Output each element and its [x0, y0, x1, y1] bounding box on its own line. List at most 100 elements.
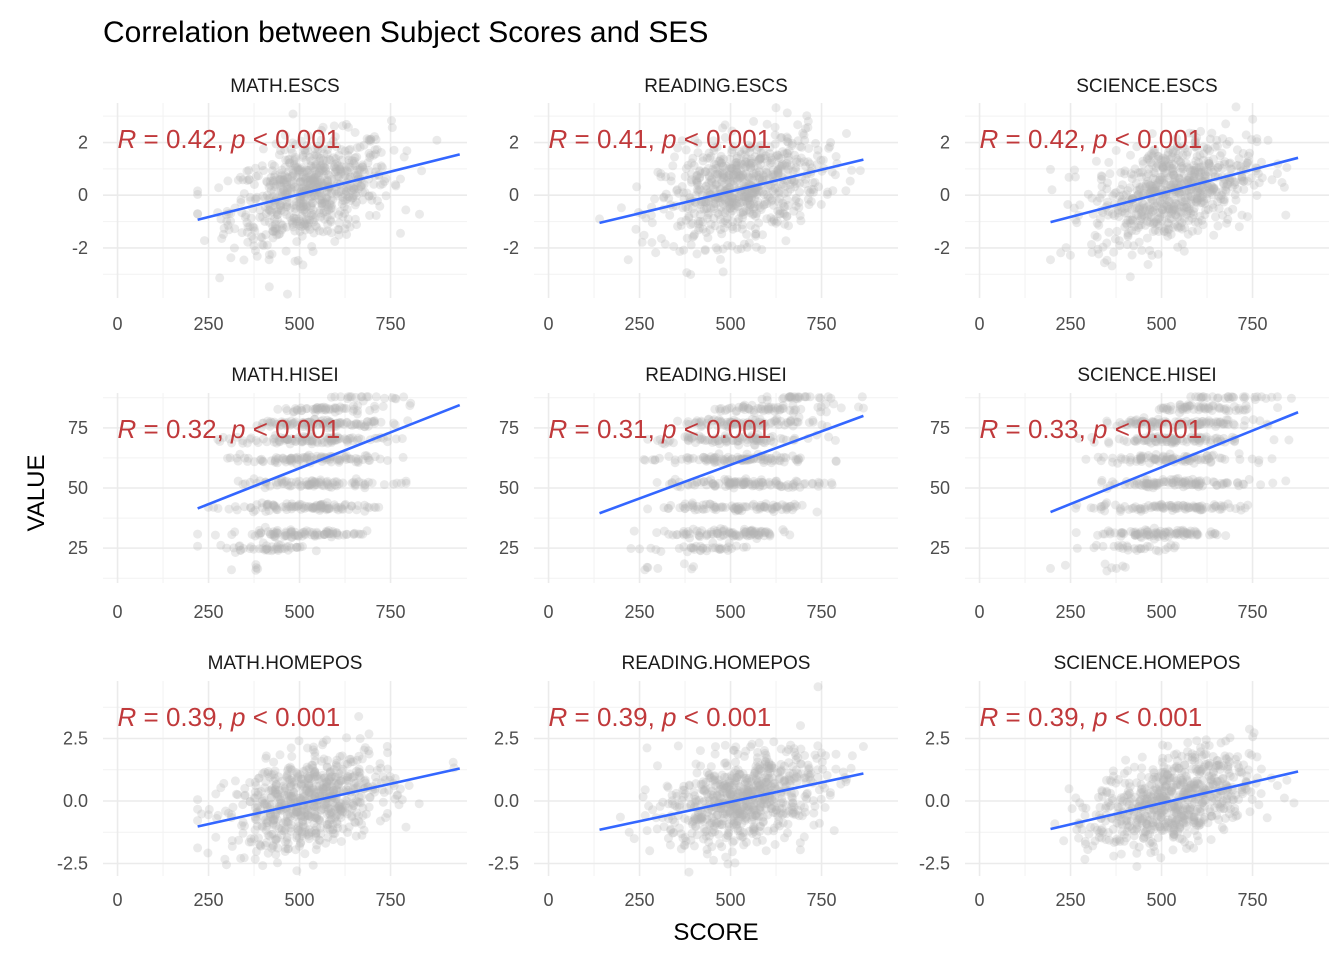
data-point [760, 197, 770, 207]
data-point [280, 171, 290, 181]
data-point [272, 230, 282, 240]
data-point [360, 506, 370, 516]
data-point [1137, 167, 1147, 177]
data-point [376, 161, 386, 171]
data-point [193, 186, 203, 196]
data-point [242, 227, 252, 237]
data-point [233, 175, 243, 185]
data-point [1208, 401, 1218, 411]
data-point [282, 182, 292, 192]
facet-strip-label: READING.ESCS [644, 76, 788, 97]
data-point [1252, 191, 1262, 200]
data-point [270, 172, 279, 182]
data-point [282, 188, 292, 198]
correlation-r-value: = 0.42, [136, 124, 231, 154]
data-point [328, 136, 338, 146]
data-point [301, 165, 311, 175]
data-point [762, 156, 772, 166]
data-point [700, 167, 710, 177]
data-point [1166, 171, 1176, 181]
data-point [283, 155, 293, 165]
data-point [275, 169, 285, 179]
data-point [675, 246, 685, 256]
data-point [338, 212, 348, 222]
data-point [754, 142, 764, 152]
data-point [325, 155, 335, 165]
data-point [200, 236, 209, 246]
data-point [253, 171, 263, 181]
data-point [755, 154, 764, 164]
data-point [278, 184, 288, 194]
data-point [270, 175, 280, 185]
data-point [267, 166, 277, 176]
data-point [1123, 545, 1133, 555]
data-point [1134, 544, 1144, 553]
data-point [678, 188, 688, 198]
data-point [842, 129, 851, 138]
data-point [379, 787, 389, 797]
data-point [702, 456, 711, 466]
data-point [364, 135, 374, 145]
data-point [269, 161, 279, 171]
data-point [262, 240, 272, 250]
data-point [749, 171, 759, 181]
x-tick-label: 500 [285, 890, 315, 910]
data-point [271, 504, 281, 514]
data-point [704, 178, 714, 188]
data-point [262, 190, 272, 200]
data-point [305, 215, 315, 225]
x-tick-label: 500 [716, 602, 746, 622]
data-point [340, 224, 350, 234]
data-point [744, 205, 754, 215]
data-point [396, 174, 405, 184]
data-point [316, 196, 326, 206]
data-point [334, 230, 344, 240]
data-point [774, 161, 784, 171]
data-point [279, 185, 289, 195]
data-point [278, 223, 288, 233]
data-point [284, 154, 294, 164]
data-point [273, 204, 283, 214]
data-point [691, 175, 701, 185]
data-point [795, 211, 805, 221]
x-tick-label: 250 [194, 314, 224, 334]
data-point [332, 189, 342, 199]
data-point [1282, 163, 1292, 172]
data-point [330, 159, 340, 169]
p-value: < 0.001 [1107, 124, 1202, 154]
data-point [299, 206, 309, 215]
data-point [694, 173, 704, 183]
data-point [230, 224, 240, 234]
data-point [299, 193, 309, 203]
data-point [664, 193, 674, 203]
data-point [754, 154, 764, 164]
data-point [799, 157, 809, 167]
data-point [347, 193, 357, 203]
data-point [300, 225, 310, 235]
data-point [383, 764, 393, 774]
data-point [251, 563, 261, 573]
data-point [1205, 530, 1215, 540]
data-point [782, 418, 792, 427]
data-point [321, 166, 331, 176]
data-point [1125, 272, 1135, 282]
data-point [380, 393, 390, 403]
data-point [336, 167, 346, 177]
data-point [295, 194, 305, 204]
data-point [1273, 403, 1283, 413]
data-point [334, 210, 344, 220]
data-point [296, 136, 306, 146]
data-point [680, 172, 690, 181]
data-point [343, 214, 353, 224]
data-point [715, 157, 725, 166]
data-point [1163, 224, 1173, 234]
data-point [1157, 216, 1167, 226]
data-point [773, 150, 783, 160]
data-point [1189, 165, 1199, 175]
data-point [311, 175, 321, 185]
data-point [1189, 194, 1199, 204]
x-axis-title: SCORE [673, 919, 758, 946]
data-point [336, 837, 346, 846]
data-point [770, 502, 780, 512]
data-point [309, 175, 319, 185]
